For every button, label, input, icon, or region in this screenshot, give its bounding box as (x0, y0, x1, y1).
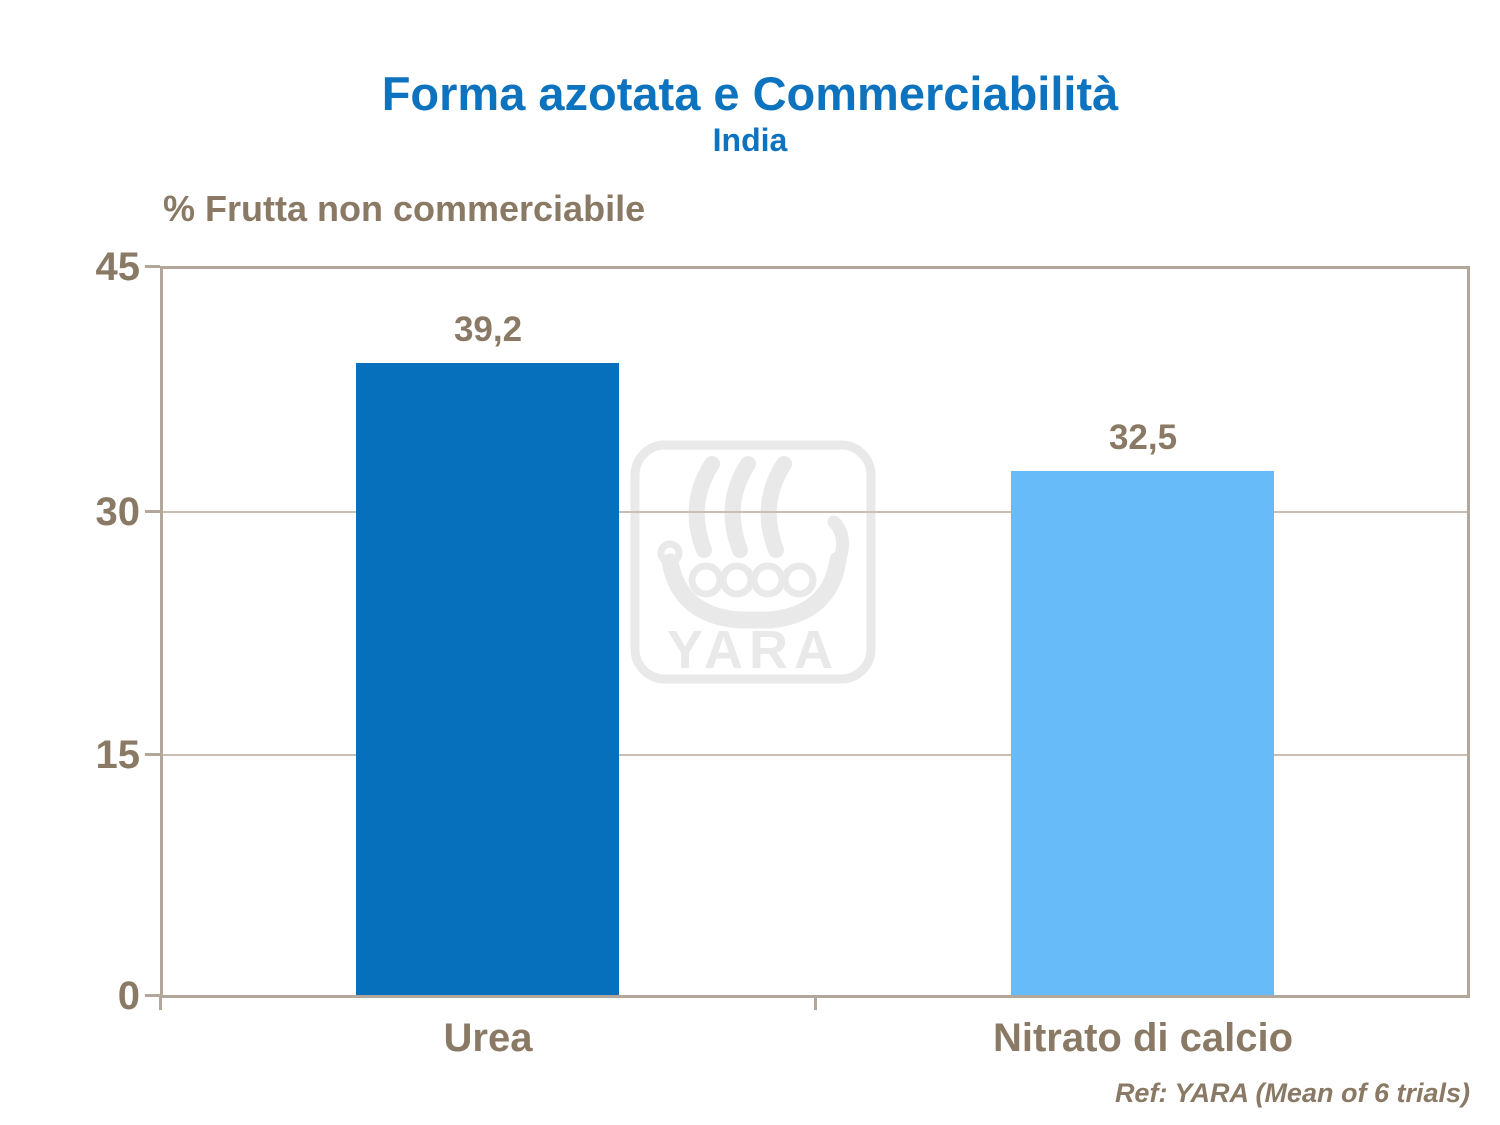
reference-note: Ref: YARA (Mean of 6 trials) (1114, 1078, 1470, 1108)
category-boundary-tick (814, 996, 817, 1010)
chart-subtitle: India (712, 122, 788, 158)
bar-value-label-1: 39,2 (453, 310, 523, 349)
y-tick-label-30: 30 (95, 490, 141, 534)
gridline-15 (163, 754, 1467, 756)
y-tick-label-15: 15 (95, 733, 141, 777)
bar-nitrato-di-calcio (1011, 471, 1274, 996)
watermark-text: YARA (667, 620, 839, 680)
category-label-1: Urea (443, 1016, 533, 1060)
chart-title: Forma azotata e Commerciabilità (381, 67, 1119, 120)
y-tick-0 (145, 994, 160, 997)
yara-logo-watermark-icon: YARA (630, 440, 876, 684)
gridline-30 (163, 511, 1467, 513)
category-label-2: Nitrato di calcio (992, 1016, 1294, 1060)
y-tick-15 (145, 753, 160, 756)
x-axis-end-tick (159, 996, 162, 1010)
y-tick-45 (145, 265, 160, 268)
bar-value-label-2: 32,5 (1108, 418, 1178, 457)
y-tick-30 (145, 510, 160, 513)
y-tick-label-45: 45 (95, 245, 141, 289)
bar-urea (356, 363, 619, 996)
y-tick-label-0: 0 (117, 974, 140, 1018)
y-axis-title: % Frutta non commerciabile (163, 188, 646, 229)
